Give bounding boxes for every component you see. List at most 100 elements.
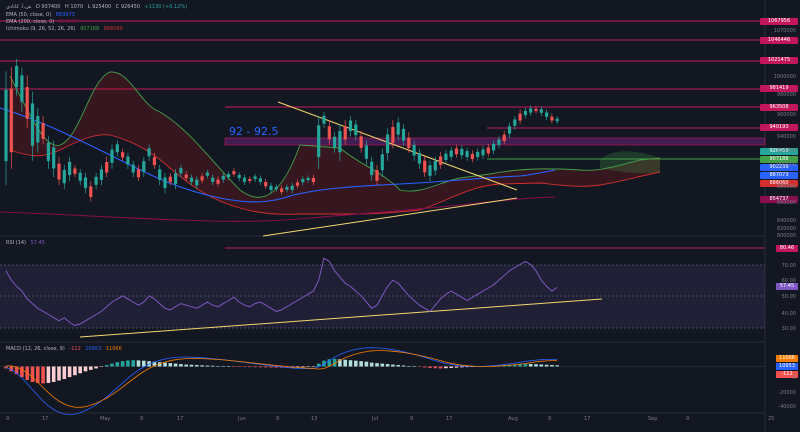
candle-body[interactable]: [317, 125, 321, 158]
candle-body[interactable]: [534, 108, 538, 112]
candle-body[interactable]: [147, 148, 151, 157]
candle-body[interactable]: [168, 176, 172, 182]
candle-body[interactable]: [391, 126, 395, 143]
candle-body[interactable]: [401, 128, 406, 141]
legend-macd[interactable]: MACD (12, 26, close, 9) -112 10953 11066: [6, 346, 125, 352]
candle-body[interactable]: [152, 157, 156, 166]
candle-body[interactable]: [189, 177, 194, 182]
candle-body[interactable]: [364, 145, 368, 159]
legend-ema50[interactable]: EMA (50, close, 0) 883973: [6, 12, 78, 18]
candle-body[interactable]: [507, 126, 512, 134]
candle-body[interactable]: [380, 154, 384, 171]
candle-body[interactable]: [465, 151, 469, 157]
candle-body[interactable]: [370, 161, 374, 176]
candle-body[interactable]: [264, 182, 268, 187]
candle-body[interactable]: [131, 164, 135, 173]
candle-body[interactable]: [449, 150, 453, 157]
candle-body[interactable]: [205, 172, 209, 176]
candle-body[interactable]: [359, 136, 363, 148]
candle-body[interactable]: [179, 168, 183, 174]
candle-body[interactable]: [343, 126, 347, 140]
candle-body[interactable]: [428, 165, 432, 176]
candle-body[interactable]: [110, 149, 114, 163]
candle-body[interactable]: [200, 176, 204, 181]
candle-body[interactable]: [269, 185, 273, 190]
candle-body[interactable]: [550, 116, 554, 121]
candle-body[interactable]: [444, 153, 448, 161]
candle-body[interactable]: [417, 153, 421, 164]
candle-body[interactable]: [301, 179, 305, 183]
candle-body[interactable]: [285, 187, 289, 190]
candle-body[interactable]: [481, 149, 485, 156]
candle-body[interactable]: [115, 144, 119, 153]
candle-body[interactable]: [338, 131, 342, 153]
candle-body[interactable]: [227, 174, 231, 178]
candle-body[interactable]: [311, 177, 315, 183]
candle-body[interactable]: [78, 172, 82, 181]
candle-body[interactable]: [15, 65, 19, 88]
candle-body[interactable]: [46, 142, 50, 162]
legend-ichimoku[interactable]: Ichimoku (9, 26, 52, 26, 26) 907188 8860…: [6, 26, 126, 32]
candle-body[interactable]: [232, 171, 236, 175]
candle-body[interactable]: [211, 177, 215, 182]
candle-body[interactable]: [30, 103, 35, 146]
candle-body[interactable]: [248, 178, 252, 182]
legend-ema200[interactable]: EMA (200, close, 0) 854737: [6, 19, 81, 25]
candle-body[interactable]: [306, 177, 310, 181]
candle-body[interactable]: [73, 168, 77, 174]
candle-body[interactable]: [274, 186, 278, 190]
candle-body[interactable]: [497, 139, 501, 145]
candle-body[interactable]: [174, 173, 178, 184]
candle-body[interactable]: [163, 177, 167, 189]
candle-body[interactable]: [386, 134, 390, 154]
candle-body[interactable]: [545, 112, 549, 117]
candle-body[interactable]: [460, 148, 464, 156]
candle-body[interactable]: [280, 188, 284, 193]
candle-body[interactable]: [25, 87, 29, 119]
candle-body[interactable]: [476, 151, 480, 158]
candle-body[interactable]: [333, 136, 337, 148]
candle-body[interactable]: [89, 186, 93, 197]
candle-body[interactable]: [470, 153, 474, 160]
candle-body[interactable]: [354, 124, 358, 136]
candle-body[interactable]: [184, 174, 188, 179]
candle-body[interactable]: [99, 169, 103, 180]
candle-body[interactable]: [322, 115, 326, 124]
candle-body[interactable]: [83, 177, 88, 189]
candle-body[interactable]: [242, 177, 247, 182]
candle-body[interactable]: [253, 176, 257, 180]
candle-body[interactable]: [502, 134, 506, 141]
candle-body[interactable]: [68, 161, 72, 176]
candle-body[interactable]: [41, 122, 45, 139]
candle-body[interactable]: [539, 109, 543, 113]
candle-body[interactable]: [57, 163, 61, 180]
candle-body[interactable]: [529, 108, 533, 113]
candle-body[interactable]: [20, 75, 24, 102]
candle-body[interactable]: [375, 170, 379, 181]
candle-body[interactable]: [513, 119, 517, 126]
candle-body[interactable]: [221, 175, 225, 180]
candle-body[interactable]: [327, 126, 331, 140]
candle-body[interactable]: [105, 161, 109, 173]
candle-body[interactable]: [258, 178, 262, 183]
candle-body[interactable]: [94, 176, 98, 185]
candle-body[interactable]: [407, 137, 411, 149]
candle-body[interactable]: [412, 144, 416, 156]
candle-body[interactable]: [158, 169, 162, 180]
candle-body[interactable]: [396, 122, 400, 135]
candle-body[interactable]: [121, 152, 125, 158]
candle-body[interactable]: [492, 143, 496, 151]
candle-body[interactable]: [348, 120, 353, 132]
candle-body[interactable]: [216, 179, 220, 184]
candle-body[interactable]: [555, 118, 559, 122]
candle-body[interactable]: [4, 89, 8, 162]
candle-body[interactable]: [486, 147, 490, 154]
candle-body[interactable]: [62, 169, 66, 184]
candle-body[interactable]: [454, 148, 459, 155]
candle-body[interactable]: [439, 156, 443, 165]
candle-body[interactable]: [423, 160, 427, 173]
candle-body[interactable]: [195, 179, 199, 186]
candle-body[interactable]: [433, 160, 437, 171]
candle-body[interactable]: [523, 110, 527, 116]
candle-body[interactable]: [295, 182, 300, 186]
